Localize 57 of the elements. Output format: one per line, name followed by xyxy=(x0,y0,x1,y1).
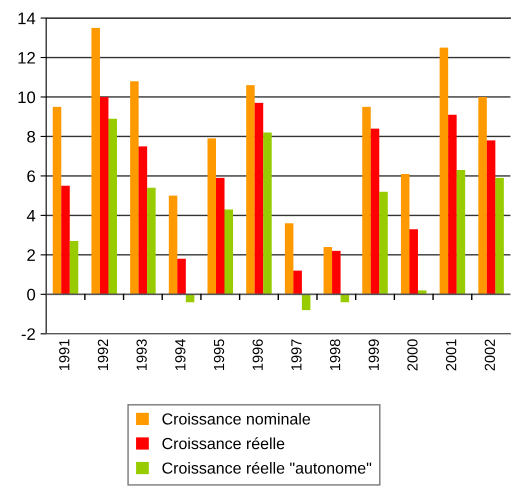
bar xyxy=(224,209,234,294)
bar xyxy=(456,170,466,294)
bar xyxy=(293,270,302,294)
bar xyxy=(130,81,139,294)
bar xyxy=(379,192,388,294)
bar xyxy=(362,106,371,294)
bar xyxy=(284,223,294,294)
y-tick-label: -2 xyxy=(22,328,35,340)
bar xyxy=(448,114,457,294)
y-tick-label: 4 xyxy=(26,210,36,222)
x-tick-label: 1996 xyxy=(252,339,263,370)
bar xyxy=(100,96,108,294)
bar xyxy=(61,186,70,294)
bar xyxy=(216,178,225,294)
y-tick-label: 8 xyxy=(27,130,36,143)
bar xyxy=(70,241,78,294)
bar xyxy=(263,132,272,294)
bar xyxy=(91,28,100,294)
y-tick-label: 10 xyxy=(18,91,36,104)
bar xyxy=(478,96,487,294)
bar xyxy=(177,258,186,294)
bar xyxy=(246,85,255,294)
bar xyxy=(409,229,418,294)
legend-label: Croissance réelle "autonome" xyxy=(162,462,372,474)
y-tick-label: 2 xyxy=(27,249,35,261)
bar xyxy=(147,188,156,294)
y-tick-label: 12 xyxy=(18,52,35,64)
y-tick-label: 6 xyxy=(27,170,36,182)
bar xyxy=(208,138,216,294)
x-tick-label: 2002 xyxy=(484,339,496,370)
bar xyxy=(332,250,341,294)
x-tick-label: 1993 xyxy=(136,339,147,370)
x-tick-label: 1995 xyxy=(214,339,224,370)
x-tick-label: 1991 xyxy=(59,339,70,370)
x-tick-label: 1992 xyxy=(98,339,108,370)
x-tick-label: 2000 xyxy=(407,339,418,370)
x-tick-label: 1998 xyxy=(330,339,340,370)
bar xyxy=(138,146,148,294)
legend-label: Croissance réelle xyxy=(162,437,284,450)
x-tick-label: 1999 xyxy=(368,339,379,370)
bar xyxy=(108,118,117,294)
bar xyxy=(370,128,380,294)
x-tick-label: 2001 xyxy=(446,339,456,370)
bar xyxy=(400,174,410,294)
x-tick-label: 1994 xyxy=(175,339,186,370)
bar xyxy=(495,178,504,294)
bar xyxy=(52,106,62,294)
bar xyxy=(168,196,178,294)
bar xyxy=(254,102,264,294)
y-tick-label: 14 xyxy=(18,12,36,24)
bar xyxy=(486,140,496,294)
bar xyxy=(440,48,448,294)
legend-label: Croissance nominale xyxy=(162,412,310,425)
y-tick-label: 0 xyxy=(27,288,36,301)
x-tick-label: 1997 xyxy=(291,339,302,370)
bar xyxy=(324,246,332,294)
bar xyxy=(302,294,310,310)
